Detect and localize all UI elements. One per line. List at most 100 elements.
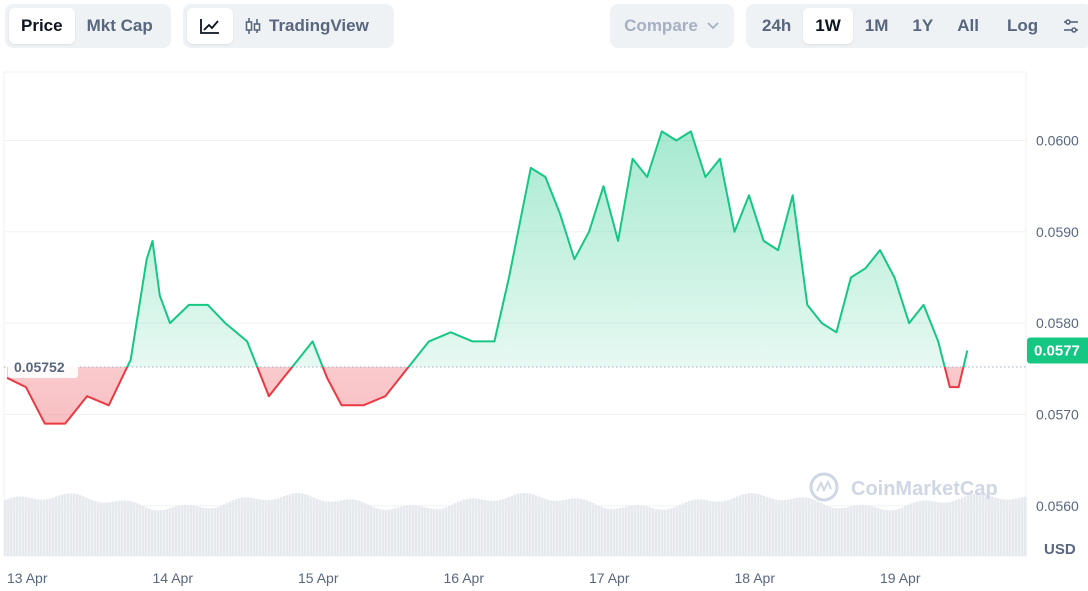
volume-bar [394,508,397,556]
volume-bar [325,501,328,556]
y-axis: 0.0560 0.0570 0.0580 0.0590 0.0600 [1036,132,1079,513]
settings-sliders-icon [1064,19,1079,33]
volume-bar [844,507,847,556]
volume-bar [898,508,901,556]
volume-bar [730,498,733,556]
volume-bar [112,501,115,556]
volume-bar [283,496,286,556]
volume-bar [295,493,298,556]
volume-bar [973,493,976,556]
volume-bar [166,509,169,556]
volume-bar [886,510,889,556]
volume-bar [121,500,124,556]
volume-bar [970,494,973,556]
volume-bar [214,507,217,556]
x-tick-label: 16 Apr [444,570,485,586]
volume-bar [613,509,616,556]
volume-bar [679,504,682,556]
volume-bar [301,493,304,556]
volume-bar [328,501,331,556]
volume-bar [244,497,247,556]
volume-bar [265,500,268,556]
volume-bar [889,510,892,556]
volume-bar [256,498,259,556]
log-scale-button[interactable]: Log [1006,16,1039,35]
volume-bar [463,499,466,556]
range-24h-button[interactable]: 24h [762,16,792,35]
volume-bar [28,497,31,556]
range-1w-button[interactable]: 1W [803,8,853,44]
volume-bar [943,502,946,556]
volume-bar [727,500,730,556]
volume-bar [496,500,499,556]
volume-bar [877,508,880,556]
volume-bar [940,502,943,556]
volume-bar [514,494,517,556]
volume-bar [742,494,745,556]
volume-bar [268,500,271,556]
line-chart-button[interactable] [187,8,233,44]
mktcap-tab[interactable]: Mkt Cap [86,16,153,35]
compare-dropdown[interactable]: Compare [610,4,734,48]
volume-bar [277,498,280,556]
price-tab[interactable]: Price [9,8,75,44]
volume-bar [460,500,463,556]
volume-bar [658,509,661,556]
line-chart-icon [200,19,219,34]
range-1m-button[interactable]: 1M [864,16,889,35]
range-all-button[interactable]: All [957,16,979,35]
volume-bar [712,501,715,556]
volume-bar [40,499,43,556]
volume-bar [646,506,649,556]
volume-bar [913,502,916,556]
volume-bar [310,496,313,556]
volume-bar [622,507,625,556]
volume-bar [796,497,799,556]
volume-bar [517,493,520,556]
volume-bar [379,509,382,556]
chart-settings-button[interactable] [1054,8,1088,44]
volume-bar [604,508,607,556]
volume-bar [349,499,352,556]
volume-bar [850,506,853,556]
volume-bar [52,497,55,556]
volume-bar [307,495,310,556]
volume-bar [367,504,370,556]
volume-bar [109,502,112,556]
volume-bar [43,499,46,556]
volume-bar [79,495,82,556]
y-tick-label: 0.0600 [1036,132,1079,148]
volume-bar [868,505,871,556]
volume-bar [37,499,40,556]
volume-bar [532,494,535,556]
volume-bar [832,507,835,556]
volume-bar [457,501,460,556]
volume-bar [334,501,337,556]
volume-bar [160,510,163,556]
volume-bar [571,498,574,556]
volume-bar [805,497,808,556]
volume-bar [475,498,478,556]
volume-bar [508,496,511,556]
volume-bar [175,506,178,556]
volume-bar [142,506,145,556]
y-tick-label: 0.0580 [1036,315,1079,331]
volume-bar [664,509,667,556]
volume-bar [313,497,316,556]
volume-bar [22,496,25,556]
range-1y-button[interactable]: 1Y [912,16,934,35]
volume-bar [835,508,838,556]
volume-bar [703,499,706,556]
volume-bar [979,493,982,556]
volume-bar [652,508,655,556]
volume-bar [31,498,34,556]
tradingview-button[interactable]: TradingView [233,8,379,44]
volume-bar [706,500,709,556]
volume-bar [820,503,823,556]
volume-bar [535,495,538,556]
volume-bar [1018,497,1021,556]
volume-bar [103,502,106,556]
volume-bar [478,499,481,556]
volume-bar [547,499,550,556]
volume-bar [136,503,139,556]
